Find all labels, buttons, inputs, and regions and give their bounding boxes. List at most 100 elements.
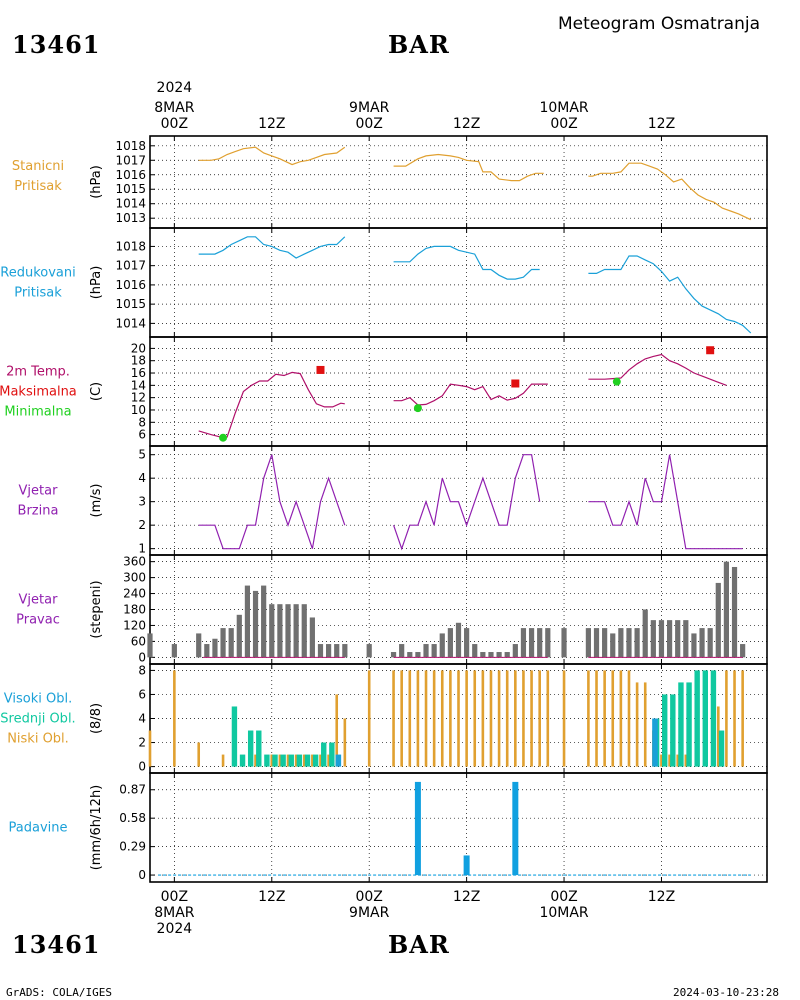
- bar-precipitation: [512, 781, 519, 876]
- cloud-bar: [278, 754, 282, 767]
- time-tick-top-label: 12Z: [453, 116, 480, 132]
- cloud-bar: [254, 754, 257, 767]
- cloud-bar: [197, 742, 201, 767]
- value-tick-label: 1013: [115, 211, 146, 225]
- bar-wind_direction: [244, 585, 251, 658]
- bar-wind_direction: [228, 628, 234, 658]
- bar-wind_direction: [650, 620, 656, 658]
- cloud-bar: [686, 682, 692, 767]
- bar-wind_direction: [293, 604, 299, 658]
- bar-wind_direction: [334, 644, 340, 658]
- time-tick-bottom-label: 2024: [157, 921, 193, 937]
- bar-wind_direction: [455, 622, 462, 658]
- value-tick-label: 60: [131, 634, 146, 648]
- bar-wind_direction: [301, 604, 307, 658]
- cloud-bar: [304, 754, 311, 767]
- bar-wind_direction: [423, 644, 429, 658]
- bar-wind_direction: [683, 620, 689, 658]
- axis-label-precipitation: (mm/6h/12h): [89, 785, 104, 871]
- cloud-bar: [432, 670, 436, 767]
- cloud-bar: [280, 754, 286, 767]
- bar-wind_direction: [520, 628, 527, 658]
- station-name-top: BAR: [388, 30, 450, 59]
- bar-wind_direction: [366, 644, 372, 658]
- cloud-bar: [400, 670, 403, 767]
- bar-wind_direction: [699, 628, 705, 658]
- bar-wind_direction: [399, 644, 405, 658]
- generation-timestamp: 2024-03-10-23:28: [673, 986, 779, 999]
- cloud-bar: [587, 670, 590, 767]
- cloud-bar: [716, 706, 720, 767]
- cloud-bar: [335, 694, 339, 767]
- bar-wind_direction: [269, 604, 275, 658]
- panel-label-cloud_cover: Srednji Obl.: [0, 712, 75, 727]
- cloud-bar: [643, 682, 647, 767]
- time-tick-top-label: 00Z: [161, 116, 188, 132]
- bar-wind_direction: [236, 614, 242, 658]
- value-tick-label: 180: [123, 603, 146, 617]
- value-tick-label: 18: [131, 354, 146, 368]
- station-id-bottom: 13461: [12, 930, 101, 959]
- bar-wind_direction: [407, 652, 413, 658]
- value-tick-label: 6: [138, 428, 146, 442]
- value-tick-label: 3: [138, 495, 146, 509]
- bar-wind_direction: [602, 628, 608, 658]
- cloud-bar: [424, 670, 428, 767]
- bar-wind_direction: [642, 609, 648, 658]
- bar-wind_direction: [390, 652, 397, 658]
- value-tick-label: 240: [123, 587, 146, 601]
- axis-label-reduced_pressure: (hPa): [89, 266, 104, 300]
- panel-label-station_pressure: Pritisak: [14, 179, 62, 194]
- bar-wind_direction: [472, 644, 478, 658]
- value-tick-label: 300: [123, 571, 146, 585]
- station-id-top: 13461: [12, 30, 101, 59]
- cloud-bar: [595, 670, 598, 767]
- cloud-bar: [312, 754, 319, 767]
- cloud-bar: [311, 754, 314, 767]
- cloud-bar: [662, 694, 668, 767]
- time-tick-bottom-label: 00Z: [355, 889, 382, 905]
- cloud-bar: [538, 670, 541, 767]
- bar-wind_direction: [277, 604, 283, 658]
- temp-min-marker: [612, 377, 621, 386]
- value-tick-label: 10: [131, 403, 146, 417]
- value-tick-label: 0.58: [119, 811, 146, 825]
- cloud-bar: [327, 754, 330, 767]
- cloud-bar: [231, 706, 238, 767]
- value-tick-label: 8: [138, 663, 146, 677]
- value-tick-label: 1: [138, 542, 146, 556]
- bar-wind_direction: [545, 628, 551, 658]
- cloud-bar: [321, 742, 327, 767]
- cloud-bar: [497, 670, 501, 767]
- value-tick-label: 2: [138, 518, 146, 532]
- bar-wind_direction: [634, 628, 640, 658]
- cloud-bar: [546, 670, 550, 767]
- value-tick-label: 0: [138, 650, 146, 664]
- bar-wind_direction: [342, 644, 348, 658]
- panel-label-wind_direction: Pravac: [16, 613, 60, 628]
- meteogram-title: Meteogram Osmatranja: [558, 14, 761, 34]
- cloud-bar: [668, 754, 671, 767]
- panel-label-reduced_pressure: Redukovani: [0, 266, 75, 281]
- bar-wind_direction: [626, 628, 632, 658]
- cloud-bar: [505, 670, 509, 767]
- value-tick-label: 1016: [115, 278, 146, 292]
- bar-wind_direction: [675, 620, 681, 658]
- bar-wind_direction: [528, 628, 535, 658]
- cloud-bar: [408, 670, 412, 767]
- series-line-wind_speed: [393, 454, 541, 551]
- bar-wind_direction: [504, 652, 510, 658]
- cloud-bar: [296, 754, 303, 767]
- cloud-bar: [725, 670, 728, 767]
- cloud-bar: [247, 730, 254, 767]
- cloud-bar: [660, 754, 663, 767]
- bar-wind_direction: [439, 633, 445, 658]
- value-tick-label: 12: [131, 391, 146, 405]
- bar-wind_direction: [261, 585, 267, 658]
- cloud-bar: [449, 670, 452, 767]
- cloud-bar: [294, 754, 298, 767]
- value-tick-label: 1017: [115, 259, 146, 273]
- cloud-bar: [457, 670, 460, 767]
- cloud-bar: [440, 670, 444, 767]
- series-line-reduced_pressure: [588, 255, 752, 334]
